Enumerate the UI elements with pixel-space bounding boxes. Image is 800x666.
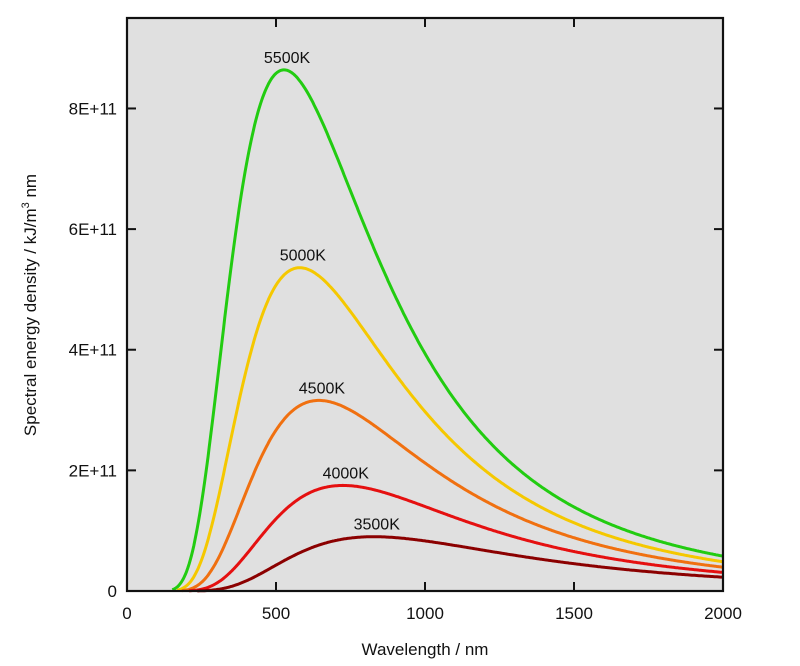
y-axis-ticks: 0 2E+11 4E+11 6E+11 8E+11 — [69, 99, 723, 601]
curve-3500K — [197, 535, 724, 593]
x-tick-label: 500 — [262, 604, 290, 623]
y-tick-label: 6E+11 — [69, 220, 117, 239]
x-tick-label: 0 — [122, 604, 131, 623]
curves — [171, 68, 724, 593]
curve-5000K — [176, 266, 724, 592]
y-tick-label: 2E+11 — [69, 461, 117, 480]
y-tick-label: 8E+11 — [69, 99, 117, 118]
curve-labels: 5500K 5000K 4500K 4000K 3500K — [264, 50, 400, 534]
curve-label-4500K: 4500K — [299, 380, 346, 397]
y-axis-title-tail: nm — [21, 174, 40, 202]
x-tick-label: 1000 — [406, 604, 444, 623]
x-axis-ticks: 0 500 1000 1500 2000 — [122, 18, 742, 623]
y-tick-label: 0 — [108, 582, 117, 601]
x-tick-label: 2000 — [704, 604, 742, 623]
curve-label-5500K: 5500K — [264, 50, 311, 67]
curve-5500K — [171, 68, 724, 592]
x-tick-label: 1500 — [555, 604, 593, 623]
y-tick-label: 4E+11 — [69, 341, 117, 360]
x-axis-title: Wavelength / nm — [362, 640, 489, 659]
curve-label-4000K: 4000K — [323, 465, 370, 482]
y-axis-title-superscript: 3 — [20, 202, 32, 208]
curve-label-5000K: 5000K — [280, 248, 327, 265]
y-axis-title: Spectral energy density / kJ/m3 nm — [20, 174, 40, 436]
curve-4500K — [181, 398, 724, 593]
curve-label-3500K: 3500K — [354, 517, 401, 534]
curve-4000K — [188, 483, 724, 593]
